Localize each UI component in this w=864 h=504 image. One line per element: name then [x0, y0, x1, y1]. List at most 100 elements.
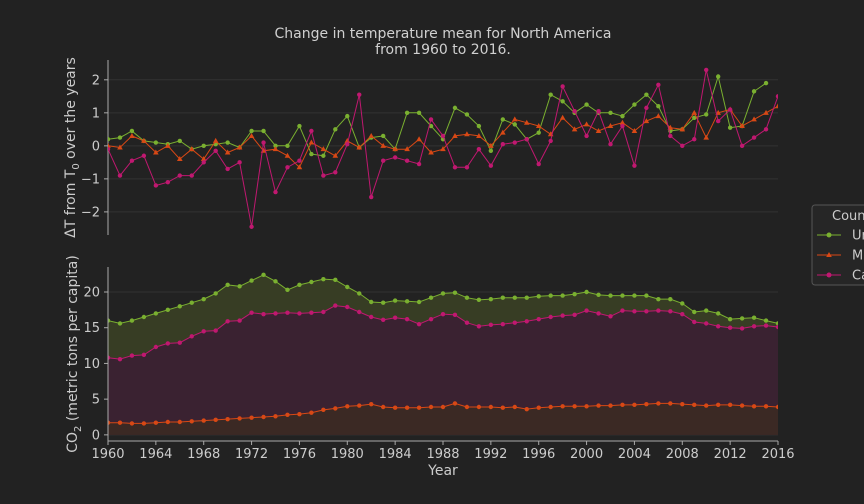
co2-x-tick-label: 2016	[761, 447, 794, 462]
temperature-point-canada	[680, 143, 685, 149]
temperature-line-united-states	[108, 74, 767, 157]
temperature-point-mexico	[153, 149, 159, 155]
co2-point-canada	[321, 309, 326, 315]
temperature-point-mexico	[356, 144, 363, 150]
temperature-point-united-states	[129, 128, 135, 134]
co2-point-canada	[440, 311, 446, 317]
temperature-point-mexico	[619, 119, 626, 125]
temperature-point-canada	[763, 127, 769, 132]
temperature-point-united-states	[404, 110, 410, 116]
co2-point-canada	[189, 334, 194, 339]
co2-point-mexico	[165, 419, 171, 425]
temperature-point-canada	[596, 108, 601, 114]
co2-point-canada	[500, 321, 506, 327]
temperature-point-united-states	[108, 137, 111, 142]
co2-point-mexico	[428, 404, 434, 410]
temperature-point-mexico	[655, 113, 662, 119]
co2-point-canada	[108, 355, 111, 360]
temperature-point-united-states	[416, 110, 422, 116]
temperature-point-mexico	[344, 137, 351, 143]
temperature-point-mexico	[679, 126, 686, 132]
temperature-point-united-states	[321, 153, 326, 158]
co2-point-mexico	[452, 401, 458, 406]
temperature-point-united-states	[153, 140, 159, 145]
co2-point-canada	[560, 313, 565, 318]
temperature-point-mexico	[583, 121, 590, 127]
co2-point-united-states	[237, 284, 242, 289]
co2-x-tick-label: 2000	[570, 447, 603, 462]
co2-point-united-states	[357, 291, 362, 296]
co2-point-united-states	[153, 311, 159, 316]
temperature-point-mexico	[523, 119, 530, 125]
temperature-point-canada	[440, 133, 446, 139]
co2-point-canada	[715, 324, 721, 329]
legend-marker-canada	[826, 272, 832, 278]
temperature-point-mexico	[296, 164, 303, 170]
co2-point-united-states	[763, 318, 769, 323]
co2-point-united-states	[644, 293, 649, 298]
co2-point-united-states	[476, 297, 482, 303]
temperature-point-canada	[715, 118, 721, 124]
temperature-point-united-states	[763, 80, 769, 86]
temperature-point-mexico	[571, 126, 578, 132]
legend-label-united-states: United States	[852, 229, 864, 244]
temperature-point-mexico	[643, 118, 650, 124]
co2-y-tick-label: 0	[92, 428, 100, 443]
temperature-point-united-states	[261, 128, 266, 134]
co2-point-united-states	[464, 295, 470, 300]
temperature-point-united-states	[285, 143, 290, 149]
temperature-point-canada	[775, 94, 778, 99]
co2-point-united-states	[285, 287, 290, 293]
co2-point-canada	[380, 317, 386, 323]
temperature-y-tick-label: 1	[92, 106, 100, 121]
temperature-point-mexico	[368, 132, 375, 138]
co2-point-mexico	[309, 410, 314, 415]
legend-marker-united-states	[826, 232, 832, 238]
temperature-point-mexico	[631, 127, 638, 133]
temperature-point-united-states	[500, 117, 506, 122]
temperature-point-canada	[380, 158, 386, 163]
temperature-point-mexico	[272, 146, 279, 152]
co2-point-united-states	[704, 308, 709, 313]
temperature-point-united-states	[380, 133, 386, 139]
co2-x-ticks: 1960 1964 1968 1972 1976 1980 1984 1988 1992 1996…	[91, 441, 795, 462]
temperature-point-mexico	[284, 152, 291, 158]
co2-point-canada	[452, 312, 458, 318]
co2-point-mexico	[177, 419, 182, 425]
temperature-point-canada	[153, 183, 159, 188]
temperature-point-canada	[309, 128, 314, 134]
temperature-point-mexico	[200, 156, 207, 162]
co2-point-mexico	[201, 418, 206, 423]
temperature-point-united-states	[751, 89, 757, 94]
co2-point-canada	[165, 341, 171, 346]
temperature-point-canada	[692, 137, 697, 142]
temperature-point-canada	[560, 84, 565, 89]
temperature-point-canada	[704, 67, 709, 73]
co2-point-mexico	[715, 402, 721, 408]
co2-point-united-states	[548, 293, 553, 298]
co2-x-tick-label: 1992	[474, 447, 507, 462]
co2-point-mexico	[692, 402, 697, 408]
co2-point-canada	[668, 309, 673, 314]
temperature-point-canada	[512, 140, 517, 145]
temperature-point-mexico	[607, 123, 614, 129]
co2-point-united-states	[201, 296, 206, 302]
co2-point-canada	[249, 310, 254, 315]
temperature-point-mexico	[691, 109, 698, 115]
temperature-point-canada	[141, 153, 147, 158]
co2-y-tick-label: 5	[92, 393, 100, 408]
co2-point-canada	[117, 356, 123, 362]
co2-point-mexico	[237, 416, 242, 421]
co2-point-united-states	[524, 295, 529, 300]
temperature-point-mexico	[108, 142, 111, 148]
co2-point-mexico	[476, 404, 482, 410]
co2-point-united-states	[656, 296, 661, 302]
temperature-point-canada	[357, 92, 362, 97]
co2-point-united-states	[416, 299, 422, 305]
temperature-point-canada	[189, 173, 194, 178]
temperature-point-canada	[404, 158, 410, 163]
co2-point-united-states	[452, 290, 458, 295]
co2-point-canada	[644, 309, 649, 314]
co2-point-united-states	[129, 318, 135, 323]
co2-point-canada	[608, 314, 613, 319]
